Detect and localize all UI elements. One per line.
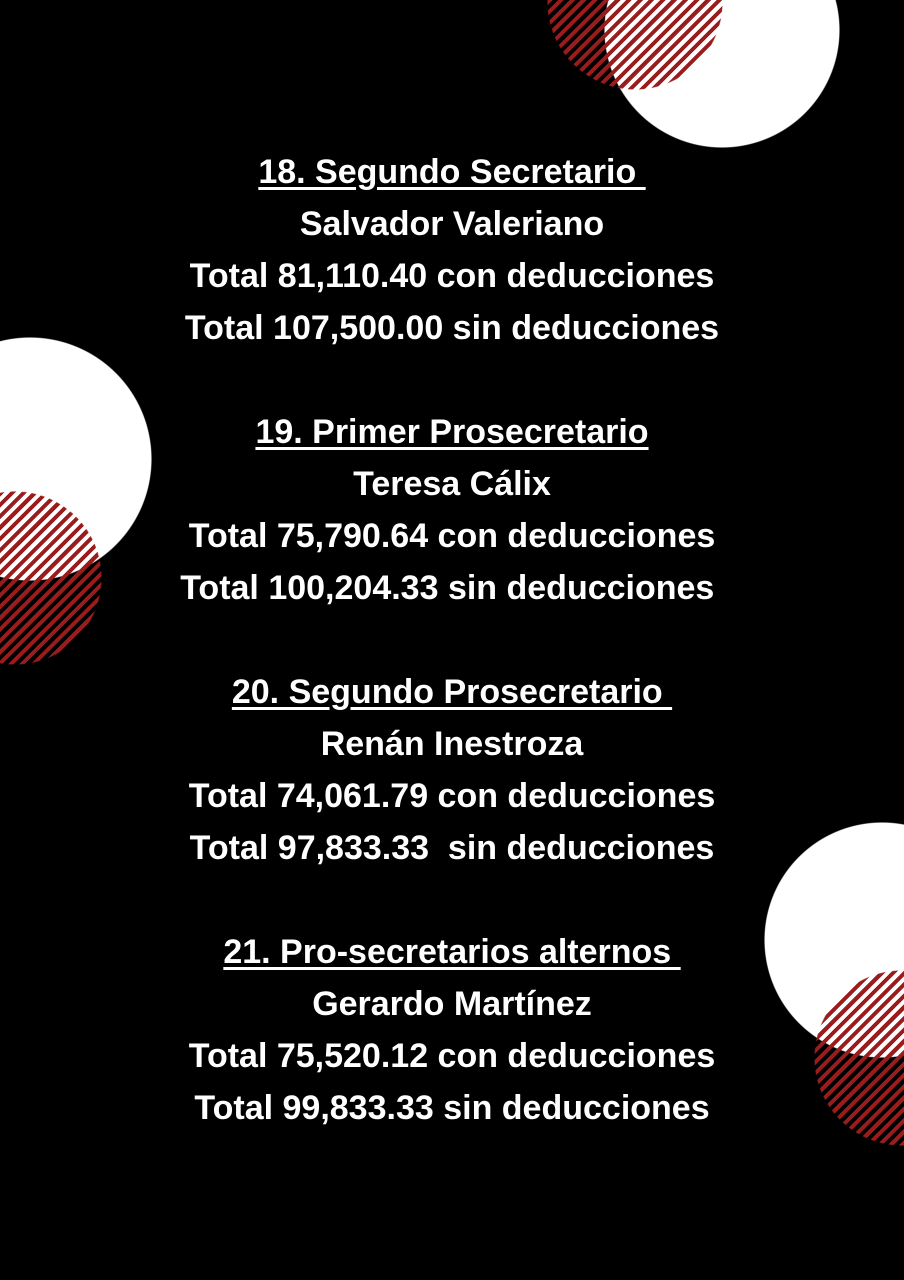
entry-without-deductions: Total 107,500.00 sin deducciones [184, 309, 720, 347]
entry-without-deductions: Total 97,833.33 sin deducciones [189, 829, 715, 867]
entry-title: 18. Segundo Secretario [258, 153, 646, 191]
entry-with-deductions: Total 74,061.79 con deducciones [188, 777, 716, 815]
decor-circle-hatched-left [0, 491, 102, 665]
entry-name: Renán Inestroza [320, 725, 584, 763]
salary-list: 18. Segundo Secretario Salvador Valerian… [0, 146, 904, 1134]
entry-with-deductions: Total 75,520.12 con deducciones [188, 1037, 716, 1075]
entry-18: 18. Segundo Secretario Salvador Valerian… [0, 146, 904, 354]
entry-title: 19. Primer Prosecretario [255, 413, 649, 451]
entry-name: Teresa Cálix [353, 465, 551, 503]
entry-name: Gerardo Martínez [312, 985, 592, 1023]
decor-circle-hatched-right [814, 970, 904, 1146]
entry-with-deductions: Total 75,790.64 con deducciones [188, 517, 716, 555]
entry-title: 21. Pro-secretarios alternos [223, 933, 681, 971]
entry-name: Salvador Valeriano [299, 205, 605, 243]
entry-without-deductions: Total 99,833.33 sin deducciones [194, 1089, 710, 1127]
entry-19: 19. Primer Prosecretario Teresa Cálix To… [0, 406, 904, 614]
decor-circle-hatched-top [547, 0, 723, 90]
entry-with-deductions: Total 81,110.40 con deducciones [189, 257, 715, 295]
entry-title: 20. Segundo Prosecretario [231, 673, 673, 711]
entry-without-deductions: Total 100,204.33 sin deducciones [180, 569, 724, 607]
entry-20: 20. Segundo Prosecretario Renán Inestroz… [0, 666, 904, 874]
entry-21: 21. Pro-secretarios alternos Gerardo Mar… [0, 926, 904, 1134]
